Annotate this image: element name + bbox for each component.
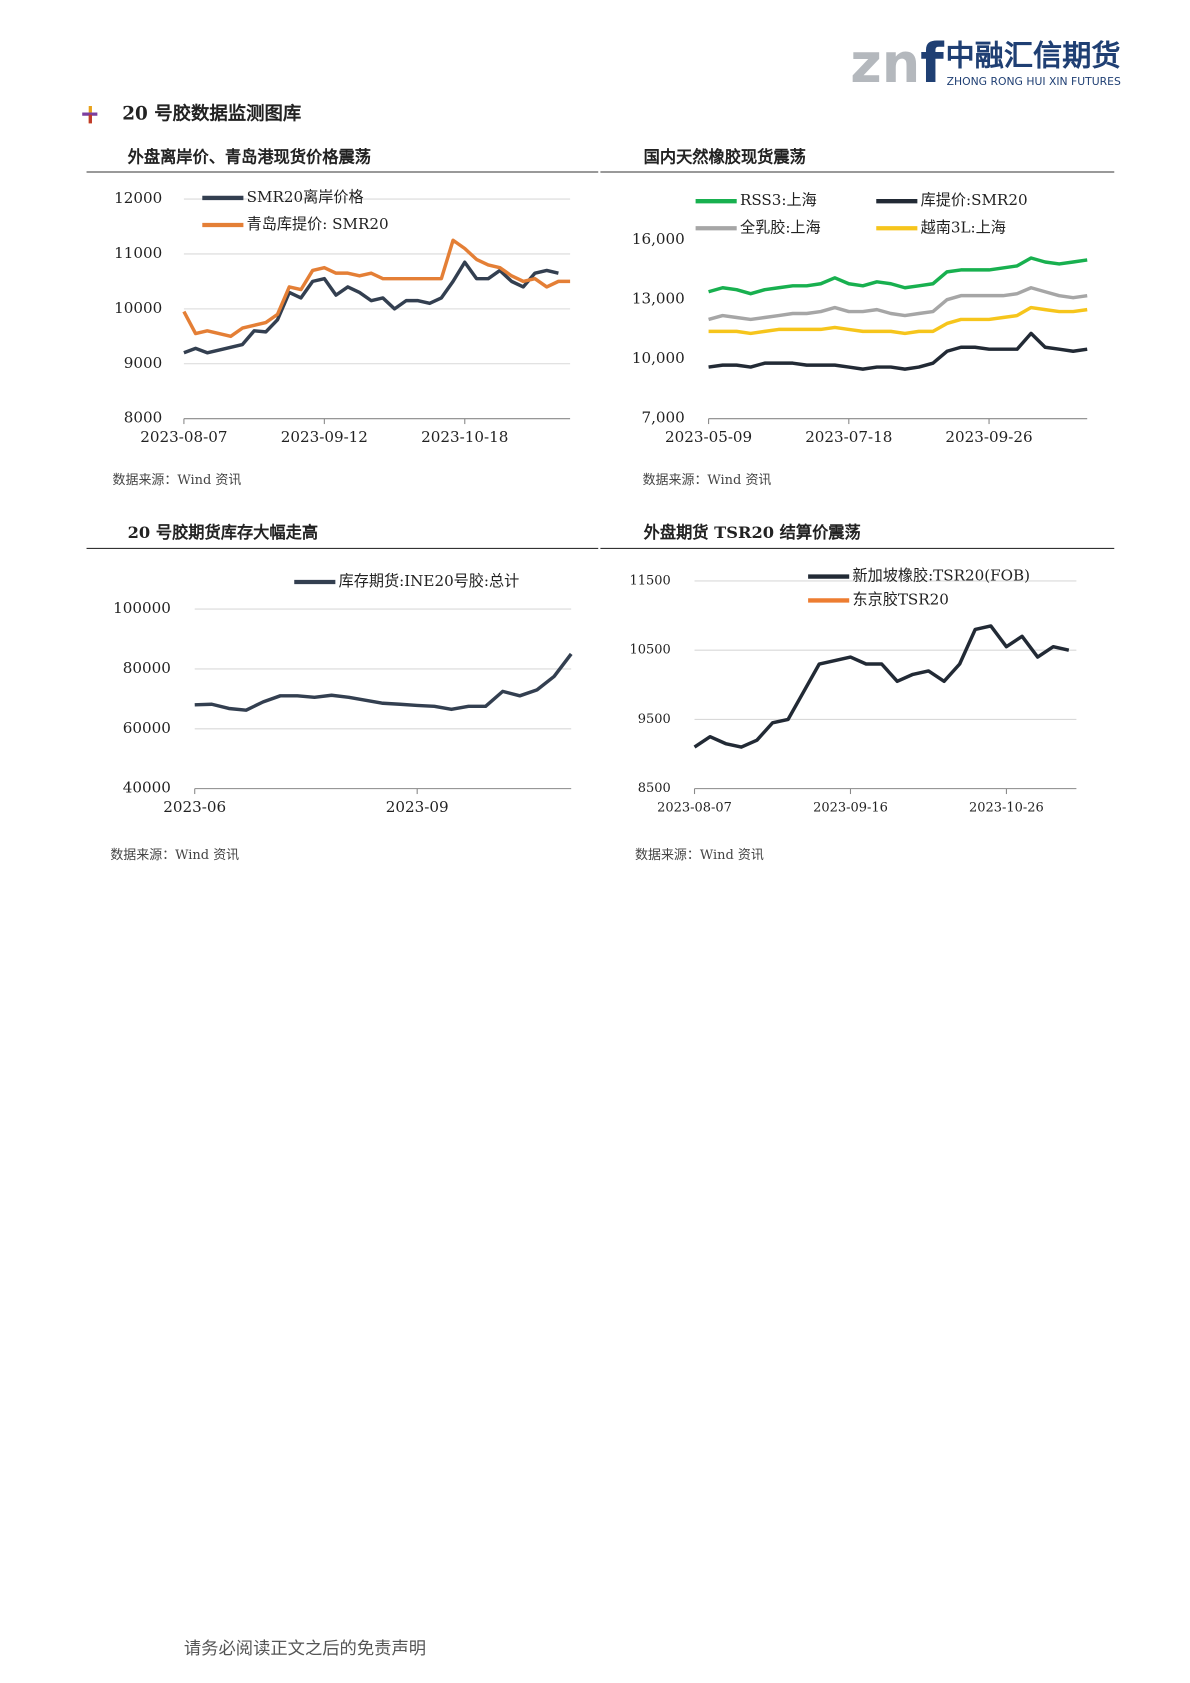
- y-tick-label: 11000: [114, 244, 162, 262]
- x-tick-label: 2023-08-07: [140, 428, 227, 446]
- y-tick-label: 8000: [124, 409, 163, 427]
- logo-mark: znf: [850, 32, 944, 95]
- chart-source: 数据来源：Wind 资讯: [110, 848, 239, 863]
- legend-label: 新加坡橡胶:TSR20(FOB): [852, 567, 1030, 585]
- y-tick-label: 16,000: [632, 230, 685, 248]
- legend-label: RSS3:上海: [740, 191, 817, 209]
- series-line: [182, 238, 571, 339]
- x-tick-label: 2023-10-26: [969, 801, 1044, 816]
- legend-label: SMR20离岸价格: [247, 188, 364, 206]
- logo-en: ZHONG RONG HUI XIN FUTURES: [947, 75, 1121, 88]
- logo-mark-right: f: [920, 32, 944, 95]
- series-line: [194, 652, 573, 712]
- x-tick-label: 2023-05-09: [665, 428, 752, 446]
- y-tick-label: 9500: [638, 712, 671, 727]
- y-tick-label: 8500: [638, 781, 671, 796]
- series-line: [693, 624, 1070, 749]
- x-tick-label: 2023-09-12: [281, 428, 368, 446]
- legend-label: 东京胶TSR20: [852, 590, 948, 608]
- series-line: [708, 286, 1088, 322]
- legend-label: 库提价:SMR20: [921, 191, 1028, 209]
- y-tick-label: 60000: [123, 719, 171, 737]
- y-tick-label: 11500: [629, 573, 670, 588]
- y-tick-label: 40000: [123, 779, 171, 797]
- x-tick-label: 2023-09-16: [813, 801, 888, 816]
- chart-title: 外盘期货 TSR20 结算价震荡: [643, 523, 861, 542]
- series-line: [708, 331, 1088, 371]
- chart-title: 国内天然橡胶现货震荡: [644, 147, 806, 166]
- section-icon: [82, 106, 98, 124]
- x-tick-label: 2023-06: [163, 798, 226, 816]
- x-tick-label: 2023-09: [386, 798, 449, 816]
- legend-label: 库存期货:INE20号胶:总计: [339, 572, 520, 590]
- y-tick-label: 10500: [629, 643, 670, 658]
- chart-source: 数据来源：Wind 资讯: [635, 848, 764, 863]
- legend-label: 越南3L:上海: [921, 218, 1006, 236]
- chart-source: 数据来源：Wind 资讯: [643, 473, 772, 488]
- y-tick-label: 10,000: [632, 349, 685, 367]
- series-line: [708, 256, 1088, 296]
- y-tick-label: 9000: [124, 354, 163, 372]
- series-line: [708, 305, 1088, 336]
- y-tick-label: 13,000: [632, 290, 685, 308]
- legend-label: 青岛库提价: SMR20: [247, 215, 389, 233]
- y-tick-label: 100000: [113, 599, 171, 617]
- x-tick-label: 2023-07-18: [805, 428, 892, 446]
- chart-title: 20 号胶期货库存大幅走高: [128, 523, 318, 542]
- y-tick-label: 7,000: [641, 409, 684, 427]
- chart-source: 数据来源：Wind 资讯: [113, 473, 242, 488]
- series-line: [183, 260, 559, 355]
- x-tick-label: 2023-10-18: [421, 428, 508, 446]
- footer: 请务必阅读正文之后的免责声明: [184, 1639, 426, 1659]
- logo-cn: 中融汇信期货: [945, 38, 1120, 72]
- x-tick-label: 2023-09-26: [945, 428, 1032, 446]
- y-tick-label: 80000: [123, 659, 171, 677]
- section-title: 20 号胶数据监测图库: [122, 103, 301, 125]
- legend-label: 全乳胶:上海: [740, 218, 821, 236]
- y-tick-label: 10000: [114, 299, 162, 317]
- x-tick-label: 2023-08-07: [657, 801, 732, 816]
- logo-mark-left: zn: [850, 32, 920, 95]
- y-tick-label: 12000: [114, 189, 162, 207]
- chart-title: 外盘离岸价、青岛港现货价格震荡: [127, 147, 371, 166]
